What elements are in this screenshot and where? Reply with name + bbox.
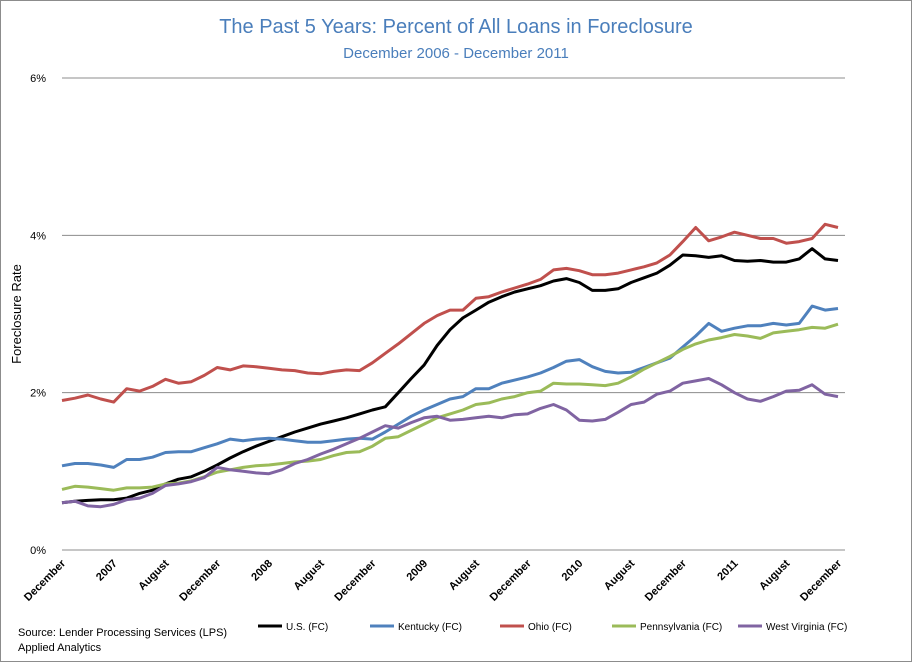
legend-label: Pennsylvania (FC) — [640, 622, 722, 633]
y-axis-label: Foreclosure Rate — [9, 264, 24, 364]
series-line — [61, 377, 839, 509]
series-line — [61, 304, 839, 469]
chart-title: The Past 5 Years: Percent of All Loans i… — [219, 16, 693, 38]
legend-label: Kentucky (FC) — [398, 622, 462, 633]
y-tick-label: 6% — [30, 73, 46, 85]
source-note: Source: Lender Processing Services (LPS) — [18, 627, 227, 639]
legend-label: Ohio (FC) — [528, 622, 572, 633]
y-tick-label: 2% — [30, 388, 46, 400]
legend-label: West Virginia (FC) — [766, 622, 847, 633]
y-tick-label: 0% — [30, 545, 46, 557]
y-tick-label: 4% — [30, 230, 46, 242]
series-line — [61, 247, 839, 505]
legend-label: U.S. (FC) — [286, 622, 328, 633]
source-note: Applied Analytics — [18, 642, 102, 654]
series-line — [61, 222, 839, 404]
chart-subtitle: December 2006 - December 2011 — [343, 45, 569, 62]
